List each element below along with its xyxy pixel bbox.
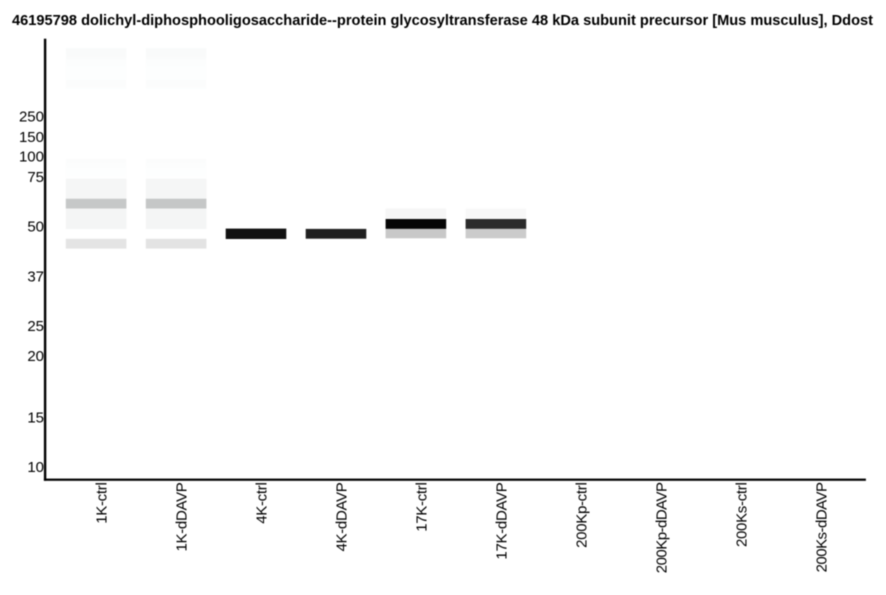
svg-text:37: 37	[27, 269, 44, 286]
svg-text:1K-dDAVP: 1K-dDAVP	[174, 482, 191, 551]
svg-text:100: 100	[19, 149, 44, 166]
svg-text:75: 75	[27, 169, 44, 186]
svg-text:17K-dDAVP: 17K-dDAVP	[493, 482, 510, 559]
svg-text:46195798 dolichyl-diphosphooli: 46195798 dolichyl-diphosphooligosacchari…	[12, 12, 873, 29]
svg-text:4K-dDAVP: 4K-dDAVP	[334, 482, 351, 551]
svg-text:1K-ctrl: 1K-ctrl	[94, 483, 111, 524]
svg-text:25: 25	[27, 318, 44, 335]
svg-text:150: 150	[19, 129, 44, 146]
svg-text:50: 50	[27, 219, 44, 236]
svg-text:200Ks-ctrl: 200Ks-ctrl	[733, 483, 750, 548]
svg-text:10: 10	[27, 459, 44, 476]
svg-text:4K-ctrl: 4K-ctrl	[254, 483, 271, 524]
svg-text:17K-ctrl: 17K-ctrl	[414, 483, 431, 532]
svg-text:200Kp-dDAVP: 200Kp-dDAVP	[653, 482, 670, 573]
svg-text:250: 250	[19, 109, 44, 126]
svg-text:15: 15	[27, 410, 44, 427]
svg-text:200Kp-ctrl: 200Kp-ctrl	[573, 483, 590, 548]
svg-text:200Ks-dDAVP: 200Ks-dDAVP	[813, 482, 830, 572]
svg-text:20: 20	[27, 348, 44, 365]
